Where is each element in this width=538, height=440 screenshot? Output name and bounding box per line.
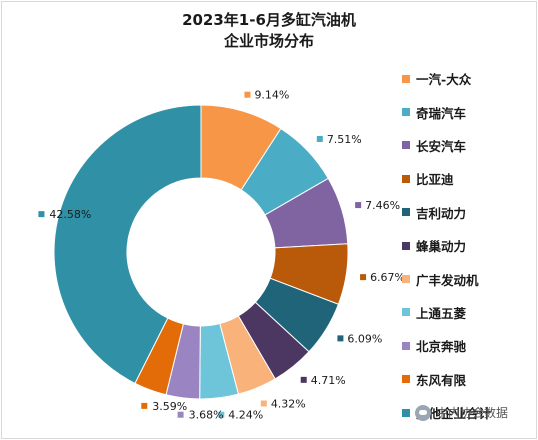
legend-label: 东风有限 bbox=[416, 372, 467, 388]
slice-label-marker-10 bbox=[141, 402, 148, 409]
slice-label-text-9: 3.68% bbox=[189, 409, 224, 422]
legend-swatch bbox=[402, 74, 410, 83]
slice-label-1: 9.14% bbox=[244, 89, 289, 102]
slice-label-7: 4.32% bbox=[260, 397, 306, 410]
slice-label-marker-11 bbox=[38, 211, 45, 218]
legend-swatch bbox=[402, 408, 410, 417]
legend-label: 长安汽车 bbox=[416, 138, 467, 154]
legend-item: 上通五菱 bbox=[402, 296, 532, 329]
slice-11 bbox=[53, 104, 202, 385]
slice-label-marker-8 bbox=[218, 411, 225, 418]
legend-item: 北京奔驰 bbox=[402, 329, 532, 362]
slice-label-text-3: 7.46% bbox=[365, 199, 400, 212]
slice-label-3: 7.46% bbox=[355, 199, 400, 212]
legend-label: 奇瑞汽车 bbox=[416, 105, 467, 121]
legend-label: 其他企业合计 bbox=[416, 406, 492, 422]
chart-title-line-1: 2023年1-6月多缸汽油机 bbox=[182, 11, 356, 29]
legend-item: 东风有限 bbox=[402, 363, 532, 396]
legend-item: 比亚迪 bbox=[402, 162, 532, 195]
legend-item: 奇瑞汽车 bbox=[402, 95, 532, 128]
legend-label: 北京奔驰 bbox=[416, 339, 467, 355]
legend-label: 比亚迪 bbox=[416, 172, 454, 188]
legend-label: 广丰发动机 bbox=[416, 272, 479, 288]
slice-label-marker-1 bbox=[244, 91, 251, 98]
slice-label-10: 3.59% bbox=[141, 400, 187, 413]
slice-label-text-6: 4.71% bbox=[311, 374, 346, 387]
legend-swatch bbox=[402, 241, 410, 250]
slice-label-text-4: 6.67% bbox=[370, 271, 405, 284]
legend-item: 广丰发动机 bbox=[402, 262, 532, 295]
wechat-icon bbox=[415, 404, 431, 421]
slice-label-text-8: 4.24% bbox=[228, 409, 263, 422]
slice-label-5: 6.09% bbox=[337, 332, 382, 345]
slice-label-marker-2 bbox=[316, 135, 323, 142]
legend-swatch bbox=[402, 375, 410, 384]
legend-swatch bbox=[402, 174, 410, 183]
watermark: 中内协会数据 bbox=[415, 404, 508, 421]
slice-label-marker-4 bbox=[360, 274, 367, 281]
legend-swatch bbox=[402, 108, 410, 117]
legend-item: 其他企业合计 bbox=[402, 396, 532, 429]
legend-label: 上通五菱 bbox=[416, 305, 467, 321]
legend-item: 一汽-大众 bbox=[402, 62, 532, 95]
donut-slices bbox=[53, 104, 349, 400]
legend-swatch bbox=[402, 141, 410, 150]
donut-labels: 9.14% 7.51% 7.46% 6.67% 6.09% 4.71% 4.32% 4.24%… bbox=[38, 89, 405, 422]
slice-label-marker-7 bbox=[260, 400, 267, 407]
chart-title: 2023年1-6月多缸汽油机 企业市场分布 bbox=[0, 10, 538, 52]
slice-label-marker-6 bbox=[300, 376, 307, 383]
slice-label-8: 4.24% bbox=[218, 409, 263, 422]
legend-item: 长安汽车 bbox=[402, 129, 532, 162]
chart-title-line-2: 企业市场分布 bbox=[223, 32, 314, 50]
slice-label-text-7: 4.32% bbox=[271, 397, 306, 410]
legend-item: 蜂巢动力 bbox=[402, 229, 532, 262]
legend-swatch bbox=[402, 341, 410, 350]
chart-legend: 一汽-大众奇瑞汽车长安汽车比亚迪吉利动力蜂巢动力广丰发动机上通五菱北京奔驰东风有… bbox=[402, 62, 532, 429]
slice-label-marker-3 bbox=[355, 202, 362, 209]
legend-label: 一汽-大众 bbox=[416, 72, 472, 88]
slice-label-marker-9 bbox=[177, 411, 184, 418]
legend-item: 吉利动力 bbox=[402, 196, 532, 229]
slice-label-11: 42.58% bbox=[38, 208, 91, 221]
legend-label: 蜂巢动力 bbox=[416, 239, 467, 255]
legend-label: 吉利动力 bbox=[416, 205, 467, 221]
slice-label-marker-5 bbox=[337, 335, 344, 342]
legend-swatch bbox=[402, 208, 410, 217]
slice-label-4: 6.67% bbox=[360, 271, 405, 284]
slice-label-text-10: 3.59% bbox=[152, 400, 187, 413]
slice-label-text-5: 6.09% bbox=[347, 332, 382, 345]
slice-label-text-11: 42.58% bbox=[49, 208, 91, 221]
legend-swatch bbox=[402, 275, 410, 284]
slice-label-2: 7.51% bbox=[316, 133, 362, 146]
slice-label-6: 4.71% bbox=[300, 374, 346, 387]
slice-label-text-2: 7.51% bbox=[327, 133, 362, 146]
slice-label-text-1: 9.14% bbox=[254, 89, 289, 102]
legend-swatch bbox=[402, 308, 410, 317]
slice-label-9: 3.68% bbox=[177, 409, 224, 422]
watermark-text: 中内协会数据 bbox=[436, 406, 509, 420]
